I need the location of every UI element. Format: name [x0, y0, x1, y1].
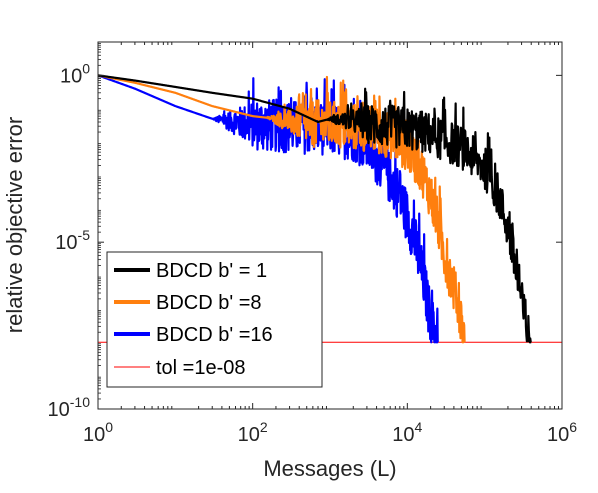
- x-axis-label: Messages (L): [263, 456, 396, 481]
- legend: BDCD b' = 1 BDCD b' =8 BDCD b' =16 tol =…: [106, 251, 323, 388]
- legend-label-1: BDCD b' = 1: [156, 260, 267, 282]
- legend-box: [106, 251, 323, 388]
- legend-label-4: tol =1e-08: [156, 357, 246, 379]
- series-line-2: [97, 74, 466, 344]
- x-tick-label: 104: [392, 419, 422, 446]
- y-tick-label: 10-5: [55, 227, 90, 254]
- y-axis-label: relative objective error: [2, 117, 27, 333]
- x-tick-label: 102: [238, 419, 268, 446]
- plot-frame: [97, 41, 563, 410]
- legend-label-3: BDCD b' =16: [156, 324, 273, 346]
- tick-layer: 100 102 104 106 100 10-5 10-10: [48, 42, 577, 446]
- y-tick-label: 100: [60, 60, 90, 87]
- legend-label-2: BDCD b' =8: [156, 292, 262, 314]
- series-line-1: [97, 74, 532, 344]
- x-tick-label: 100: [83, 419, 113, 446]
- y-tick-label: 10-10: [48, 394, 91, 421]
- x-tick-label: 106: [547, 419, 577, 446]
